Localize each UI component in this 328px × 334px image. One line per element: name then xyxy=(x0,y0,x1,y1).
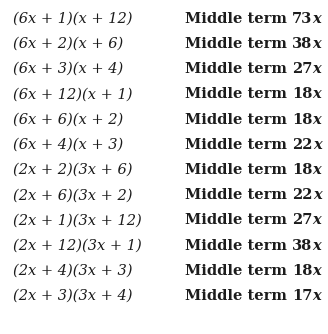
Text: (6x + 1)(x + 12): (6x + 1)(x + 12) xyxy=(13,12,133,26)
Text: 18: 18 xyxy=(292,87,313,101)
Text: 27: 27 xyxy=(292,213,313,227)
Text: Middle term: Middle term xyxy=(185,264,292,278)
Text: (2x + 4)(3x + 3): (2x + 4)(3x + 3) xyxy=(13,264,133,278)
Text: x: x xyxy=(313,238,321,253)
Text: Middle term: Middle term xyxy=(185,213,292,227)
Text: Middle term: Middle term xyxy=(185,138,292,152)
Text: Middle term: Middle term xyxy=(185,289,292,303)
Text: 27: 27 xyxy=(292,62,313,76)
Text: x: x xyxy=(313,62,321,76)
Text: Middle term: Middle term xyxy=(185,62,292,76)
Text: x: x xyxy=(313,138,321,152)
Text: x: x xyxy=(313,37,321,51)
Text: (6x + 2)(x + 6): (6x + 2)(x + 6) xyxy=(13,37,123,51)
Text: x: x xyxy=(313,213,321,227)
Text: (2x + 1)(3x + 12): (2x + 1)(3x + 12) xyxy=(13,213,142,227)
Text: 18: 18 xyxy=(292,113,313,127)
Text: x: x xyxy=(313,12,321,26)
Text: (6x + 6)(x + 2): (6x + 6)(x + 2) xyxy=(13,113,123,127)
Text: Middle term: Middle term xyxy=(185,163,292,177)
Text: (2x + 2)(3x + 6): (2x + 2)(3x + 6) xyxy=(13,163,133,177)
Text: Middle term: Middle term xyxy=(185,87,292,101)
Text: x: x xyxy=(313,163,321,177)
Text: x: x xyxy=(313,87,321,101)
Text: (2x + 3)(3x + 4): (2x + 3)(3x + 4) xyxy=(13,289,133,303)
Text: Middle term: Middle term xyxy=(185,113,292,127)
Text: x: x xyxy=(313,113,321,127)
Text: Middle term: Middle term xyxy=(185,12,292,26)
Text: Middle term: Middle term xyxy=(185,238,292,253)
Text: Middle term: Middle term xyxy=(185,188,292,202)
Text: x: x xyxy=(313,188,321,202)
Text: 22: 22 xyxy=(292,138,313,152)
Text: (6x + 4)(x + 3): (6x + 4)(x + 3) xyxy=(13,138,123,152)
Text: (2x + 12)(3x + 1): (2x + 12)(3x + 1) xyxy=(13,238,142,253)
Text: 38: 38 xyxy=(292,37,313,51)
Text: (6x + 3)(x + 4): (6x + 3)(x + 4) xyxy=(13,62,123,76)
Text: Middle term: Middle term xyxy=(185,37,292,51)
Text: 17: 17 xyxy=(292,289,313,303)
Text: 18: 18 xyxy=(292,163,313,177)
Text: 18: 18 xyxy=(292,264,313,278)
Text: 73: 73 xyxy=(292,12,313,26)
Text: x: x xyxy=(313,264,321,278)
Text: x: x xyxy=(313,289,321,303)
Text: 22: 22 xyxy=(292,188,313,202)
Text: (2x + 6)(3x + 2): (2x + 6)(3x + 2) xyxy=(13,188,133,202)
Text: (6x + 12)(x + 1): (6x + 12)(x + 1) xyxy=(13,87,133,101)
Text: 38: 38 xyxy=(292,238,313,253)
